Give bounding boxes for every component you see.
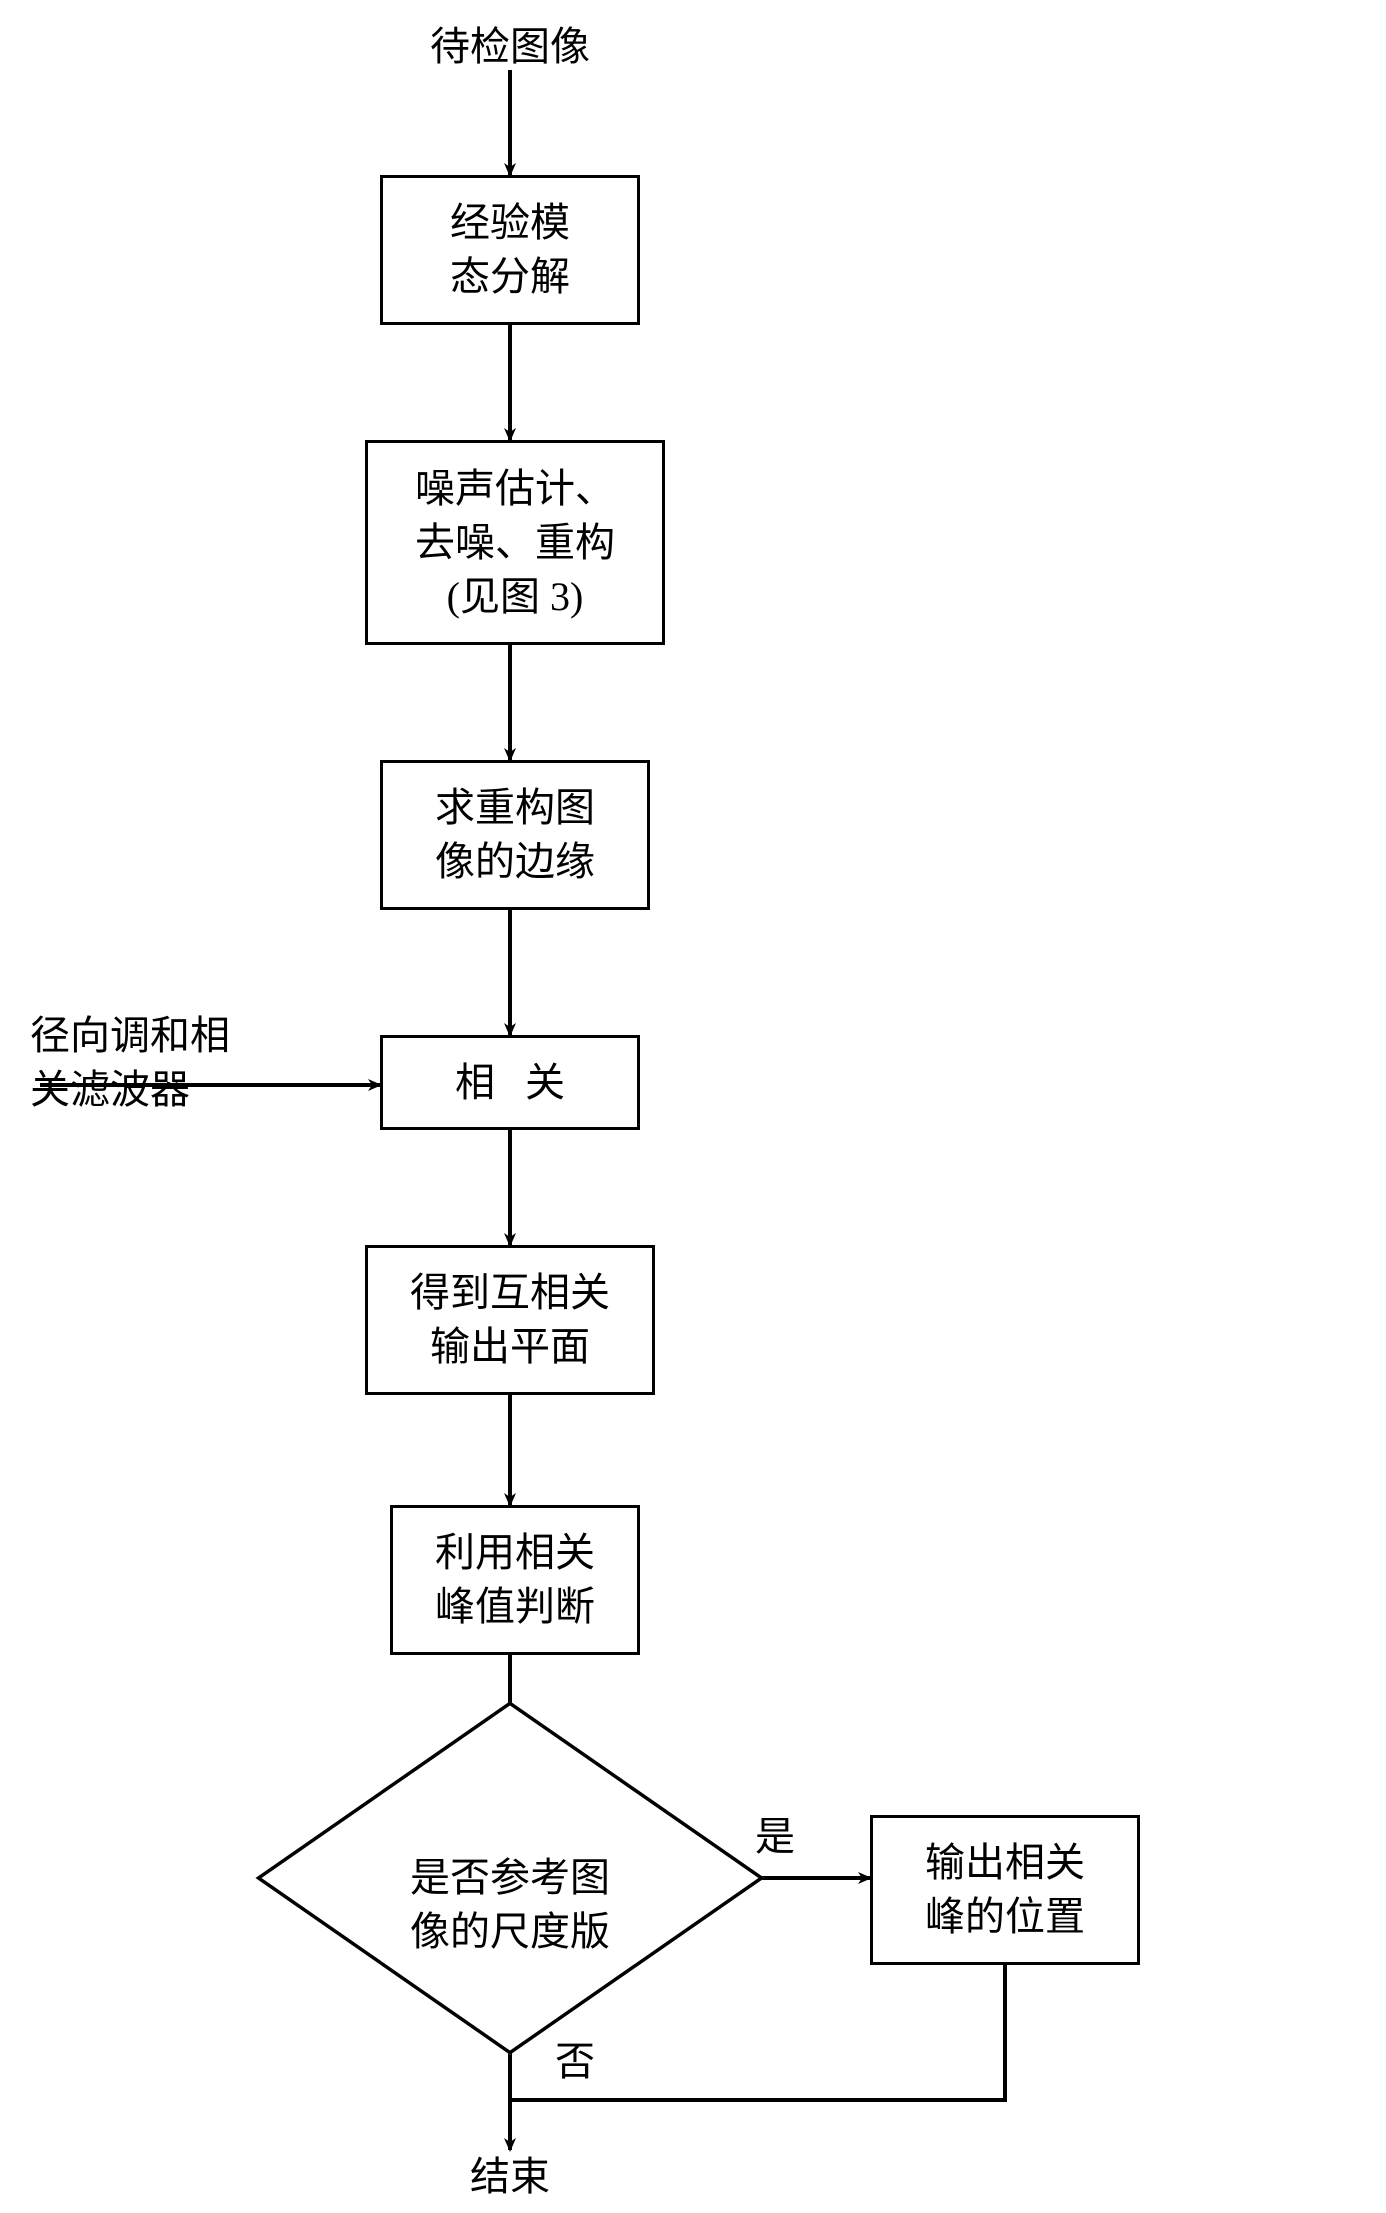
peak-judge-box-text: 利用相关 峰值判断 [435, 1526, 595, 1634]
edge-box: 求重构图 像的边缘 [380, 760, 650, 910]
noise-box-text: 噪声估计、 去噪、重构 (见图 3) [415, 462, 615, 624]
yes-label: 是 [735, 1810, 815, 1864]
decision-diamond-text: 是否参考图 像的尺度版 [410, 1855, 610, 1954]
output-position-box-text: 输出相关 峰的位置 [925, 1836, 1085, 1944]
output-plane-box-text: 得到互相关 输出平面 [410, 1266, 610, 1374]
yes-label-text: 是 [755, 1814, 795, 1859]
no-label-text: 否 [555, 2039, 595, 2084]
radial-filter-label-text: 径向调和相 关滤波器 [30, 1013, 230, 1112]
correlation-box: 相 关 [380, 1035, 640, 1130]
end-label: 结束 [445, 2150, 575, 2204]
decision-diamond: 是否参考图 像的尺度版 [330, 1753, 690, 2003]
end-label-text: 结束 [470, 2154, 550, 2199]
correlation-box-text: 相 关 [455, 1056, 565, 1110]
output-plane-box: 得到互相关 输出平面 [365, 1245, 655, 1395]
noise-box: 噪声估计、 去噪、重构 (见图 3) [365, 440, 665, 645]
flowchart-canvas: 待检图像 经验模 态分解 噪声估计、 去噪、重构 (见图 3) 求重构图 像的边… [0, 0, 1386, 2213]
peak-judge-box: 利用相关 峰值判断 [390, 1505, 640, 1655]
start-label-text: 待检图像 [430, 24, 590, 69]
start-label: 待检图像 [380, 20, 640, 74]
output-position-box: 输出相关 峰的位置 [870, 1815, 1140, 1965]
emd-box-text: 经验模 态分解 [450, 196, 570, 304]
emd-box: 经验模 态分解 [380, 175, 640, 325]
radial-filter-label: 径向调和相 关滤波器 [30, 955, 320, 1117]
no-label: 否 [535, 2035, 615, 2089]
edge-box-text: 求重构图 像的边缘 [435, 781, 595, 889]
